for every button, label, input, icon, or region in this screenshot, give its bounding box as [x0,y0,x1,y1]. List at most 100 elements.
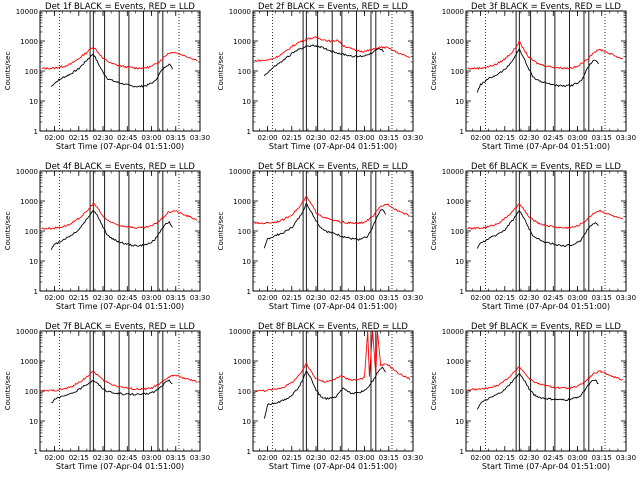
x-tick-label: 02:15 [495,454,515,462]
x-axis-label: Start Time (07-Apr-04 01:51:00) [56,302,184,311]
x-tick-label: 02:45 [117,454,137,462]
chart-title: Det 7f BLACK = Events, RED = LLD [45,322,195,332]
y-tick-label: 1 [460,448,464,456]
y-tick-label: 1 [34,448,38,456]
chart-title: Det 5f BLACK = Events, RED = LLD [258,162,408,172]
y-tick-label: 100 [25,228,38,236]
y-tick-label: 10 [29,98,38,106]
x-tick-label: 02:45 [117,294,137,302]
x-tick-label: 03:30 [190,454,210,462]
x-tick-label: 03:00 [141,454,161,462]
y-tick-label: 1000 [233,198,251,206]
y-tick-label: 10000 [442,8,464,16]
y-tick-label: 10000 [229,8,251,16]
y-tick-label: 10000 [16,168,38,176]
x-tick-label: 03:00 [567,294,587,302]
x-tick-label: 02:00 [44,134,64,142]
x-tick-label: 02:30 [306,454,326,462]
chart-panel-5: Det 5f BLACK = Events, RED = LLD Counts/s… [217,162,423,311]
chart-title: Det 4f BLACK = Events, RED = LLD [45,162,195,172]
x-tick-label: 02:45 [543,294,563,302]
y-tick-label: 1 [460,288,464,296]
y-tick-label: 1000 [20,198,38,206]
black-events-series [50,53,173,88]
y-tick-label: 10 [455,258,464,266]
x-axis-label: Start Time (07-Apr-04 01:51:00) [482,302,610,311]
y-tick-label: 1 [247,288,251,296]
chart-title: Det 1f BLACK = Events, RED = LLD [45,2,195,12]
y-axis-label: Counts/sec [4,52,12,91]
y-tick-label: 1 [247,128,251,136]
x-tick-label: 03:00 [354,134,374,142]
x-tick-label: 02:15 [495,134,515,142]
x-tick-label: 02:30 [306,294,326,302]
x-tick-label: 03:00 [567,134,587,142]
y-axis-label: Counts/sec [430,52,438,91]
chart-panel-7: Det 7f BLACK = Events, RED = LLD Counts/s… [4,322,210,471]
y-tick-label: 1000 [233,38,251,46]
x-tick-label: 03:30 [190,134,210,142]
y-tick-label: 10000 [16,328,38,336]
red-lld-series [41,370,198,393]
x-tick-label: 02:00 [257,294,277,302]
black-events-series [50,209,173,250]
x-tick-label: 02:15 [69,294,89,302]
black-events-series [263,202,386,249]
y-tick-label: 1 [34,128,38,136]
x-axis-label: Start Time (07-Apr-04 01:51:00) [269,142,397,151]
black-events-series [263,366,386,419]
x-tick-label: 02:45 [330,294,350,302]
x-tick-label: 03:15 [166,134,186,142]
y-tick-label: 1000 [446,358,464,366]
y-tick-label: 10000 [229,328,251,336]
x-tick-label: 02:30 [93,454,113,462]
y-tick-label: 100 [25,388,38,396]
chart-panel-9: Det 9f BLACK = Events, RED = LLD Counts/s… [430,322,636,471]
x-axis-label: Start Time (07-Apr-04 01:51:00) [482,462,610,471]
y-tick-label: 100 [238,228,251,236]
plot-frame [252,330,414,452]
x-tick-label: 02:45 [543,454,563,462]
y-axis-label: Counts/sec [217,212,225,251]
x-tick-label: 02:30 [519,134,539,142]
y-tick-label: 1000 [446,38,464,46]
chart-title: Det 2f BLACK = Events, RED = LLD [258,2,408,12]
x-tick-label: 03:30 [616,294,636,302]
x-tick-label: 03:15 [379,454,399,462]
chart-panel-4: Det 4f BLACK = Events, RED = LLD Counts/s… [4,162,210,311]
x-tick-label: 02:30 [519,454,539,462]
x-tick-label: 03:00 [354,454,374,462]
x-tick-label: 02:45 [330,134,350,142]
y-axis-label: Counts/sec [4,212,12,251]
x-tick-label: 03:15 [379,134,399,142]
red-lld-series [467,366,624,391]
y-tick-label: 100 [451,68,464,76]
x-tick-label: 03:15 [379,294,399,302]
black-events-series [263,44,385,77]
chart-panel-6: Det 6f BLACK = Events, RED = LLD Counts/s… [430,162,636,311]
y-tick-label: 1000 [446,198,464,206]
plot-frame [465,10,627,132]
black-events-series [476,47,599,93]
y-tick-label: 1000 [20,38,38,46]
red-lld-series [467,39,623,70]
x-tick-label: 02:00 [470,134,490,142]
y-tick-label: 100 [25,68,38,76]
plot-frame [252,10,414,132]
y-axis-label: Counts/sec [430,212,438,251]
x-tick-label: 02:00 [470,454,490,462]
y-tick-label: 100 [451,388,464,396]
y-tick-label: 10000 [16,8,38,16]
x-axis-label: Start Time (07-Apr-04 01:51:00) [56,142,184,151]
plot-frame [39,10,201,132]
y-tick-label: 1 [247,448,251,456]
x-axis-label: Start Time (07-Apr-04 01:51:00) [269,462,397,471]
x-tick-label: 02:15 [69,454,89,462]
x-tick-label: 03:15 [592,294,612,302]
red-lld-series [41,202,198,230]
plot-frame [465,170,627,292]
x-tick-label: 03:15 [592,454,612,462]
plot-frame [39,330,201,452]
x-tick-label: 02:00 [257,134,277,142]
